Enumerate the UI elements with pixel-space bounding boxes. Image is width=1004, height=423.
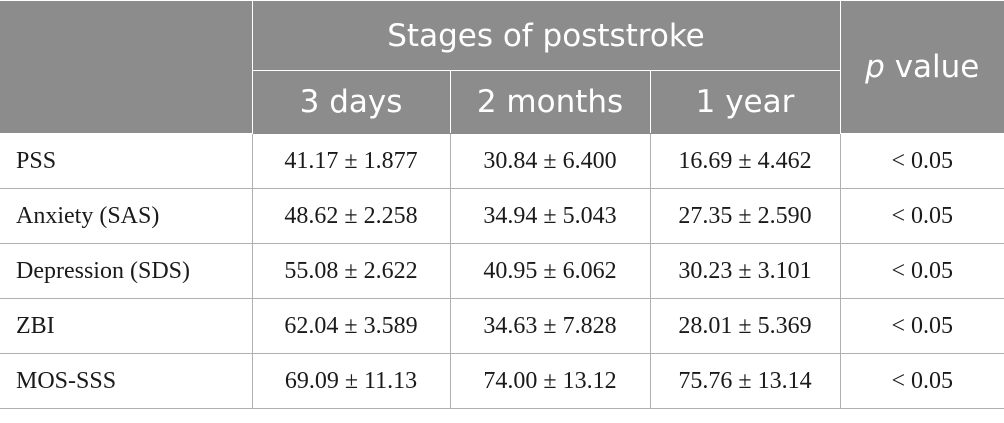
cell-p-value: < 0.05	[839, 353, 1004, 409]
table-header: Stages of poststroke p value 3 days 2 mo…	[0, 0, 1004, 134]
cell-3-days: 69.09 ± 11.13	[251, 353, 451, 409]
header-row-2: 3 days 2 months 1 year	[0, 70, 1004, 134]
results-table-container: Stages of poststroke p value 3 days 2 mo…	[0, 0, 1004, 409]
table-row: MOS-SSS 69.09 ± 11.13 74.00 ± 13.12 75.7…	[0, 353, 1004, 409]
cell-3-days: 48.62 ± 2.258	[251, 188, 451, 244]
row-label: ZBI	[0, 298, 253, 354]
header-stub	[0, 0, 253, 134]
cell-p-value: < 0.05	[839, 133, 1004, 189]
cell-1-year: 30.23 ± 3.101	[649, 243, 841, 299]
header-col-3-days: 3 days	[251, 70, 451, 134]
row-label: PSS	[0, 133, 253, 189]
cell-3-days: 55.08 ± 2.622	[251, 243, 451, 299]
cell-p-value: < 0.05	[839, 188, 1004, 244]
header-group-stages: Stages of poststroke	[251, 0, 841, 71]
header-p-value: p value	[839, 0, 1004, 134]
header-p-italic: p	[865, 49, 885, 85]
cell-1-year: 28.01 ± 5.369	[649, 298, 841, 354]
table-row: Anxiety (SAS) 48.62 ± 2.258 34.94 ± 5.04…	[0, 188, 1004, 244]
cell-1-year: 27.35 ± 2.590	[649, 188, 841, 244]
header-col-2-months: 2 months	[449, 70, 651, 134]
cell-1-year: 16.69 ± 4.462	[649, 133, 841, 189]
cell-p-value: < 0.05	[839, 243, 1004, 299]
header-row-1: Stages of poststroke p value	[0, 0, 1004, 134]
cell-2-months: 34.63 ± 7.828	[449, 298, 651, 354]
header-col-1-year: 1 year	[649, 70, 841, 134]
cell-1-year: 75.76 ± 13.14	[649, 353, 841, 409]
results-table: Stages of poststroke p value 3 days 2 mo…	[0, 0, 1004, 409]
cell-2-months: 34.94 ± 5.043	[449, 188, 651, 244]
row-label: MOS-SSS	[0, 353, 253, 409]
cell-2-months: 40.95 ± 6.062	[449, 243, 651, 299]
table-body: PSS 41.17 ± 1.877 30.84 ± 6.400 16.69 ± …	[0, 133, 1004, 409]
cell-2-months: 30.84 ± 6.400	[449, 133, 651, 189]
cell-3-days: 41.17 ± 1.877	[251, 133, 451, 189]
row-label: Anxiety (SAS)	[0, 188, 253, 244]
row-label: Depression (SDS)	[0, 243, 253, 299]
cell-3-days: 62.04 ± 3.589	[251, 298, 451, 354]
table-row: PSS 41.17 ± 1.877 30.84 ± 6.400 16.69 ± …	[0, 133, 1004, 189]
cell-2-months: 74.00 ± 13.12	[449, 353, 651, 409]
header-p-rest: value	[884, 49, 980, 85]
table-row: ZBI 62.04 ± 3.589 34.63 ± 7.828 28.01 ± …	[0, 298, 1004, 354]
cell-p-value: < 0.05	[839, 298, 1004, 354]
table-row: Depression (SDS) 55.08 ± 2.622 40.95 ± 6…	[0, 243, 1004, 299]
